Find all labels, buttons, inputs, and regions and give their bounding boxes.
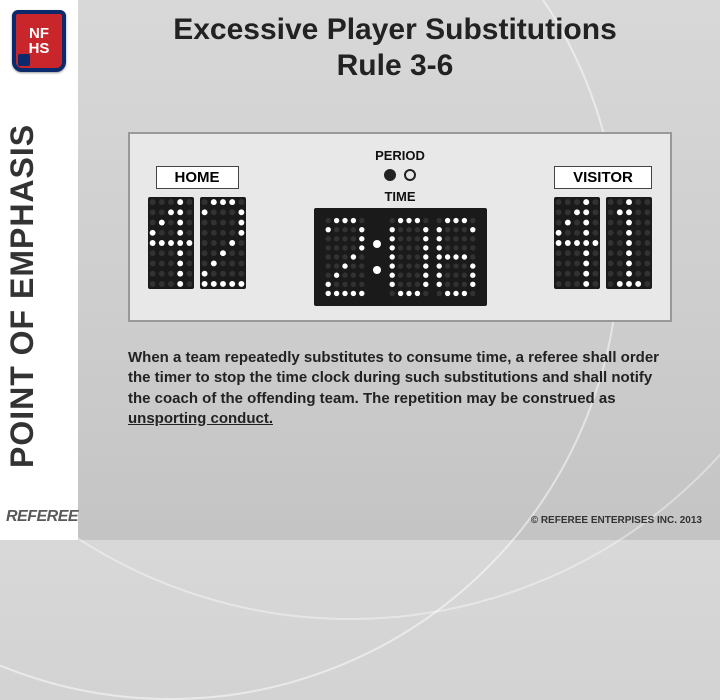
visitor-score	[554, 197, 652, 289]
footer-brand: REFEREE	[6, 508, 78, 526]
time-display	[314, 208, 487, 306]
period-dot-2	[404, 169, 416, 181]
nfhs-logo: NF HS	[12, 10, 66, 72]
home-digit-2	[200, 197, 246, 289]
scoreboard: HOME PERIOD TIME VISITOR	[128, 132, 672, 322]
center-panel: PERIOD TIME	[314, 148, 487, 306]
body-prefix: When a team repeatedly substitutes to co…	[128, 349, 659, 407]
logo-text-bottom: HS	[29, 41, 50, 56]
visitor-digit-1	[554, 197, 600, 289]
visitor-digit-2	[606, 197, 652, 289]
time-label: TIME	[384, 189, 415, 204]
time-digit-1	[324, 216, 366, 298]
period-label: PERIOD	[375, 148, 425, 163]
body-text: When a team repeatedly substitutes to co…	[128, 348, 676, 429]
time-digit-3	[435, 216, 477, 298]
title-line-1: Excessive Player Substitutions	[173, 13, 617, 46]
home-label: HOME	[156, 166, 239, 189]
visitor-label: VISITOR	[554, 166, 652, 189]
time-digit-2	[388, 216, 430, 298]
home-digit-1	[148, 197, 194, 289]
shield-icon: NF HS	[12, 10, 66, 72]
sidebar-label: POINT OF EMPHASIS	[4, 124, 41, 468]
home-score	[148, 197, 246, 289]
logo-text-top: NF	[29, 26, 49, 41]
copyright: © REFEREE ENTERPISES INC. 2013	[531, 515, 702, 526]
page-title: Excessive Player Substitutions Rule 3-6	[90, 12, 700, 84]
title-line-2: Rule 3-6	[337, 49, 454, 82]
visitor-panel: VISITOR	[554, 166, 652, 289]
home-panel: HOME	[148, 166, 246, 289]
period-indicator	[384, 169, 416, 181]
body-underline: unsporting conduct.	[128, 410, 273, 427]
period-dot-1	[384, 169, 396, 181]
time-colon-icon	[371, 240, 383, 274]
